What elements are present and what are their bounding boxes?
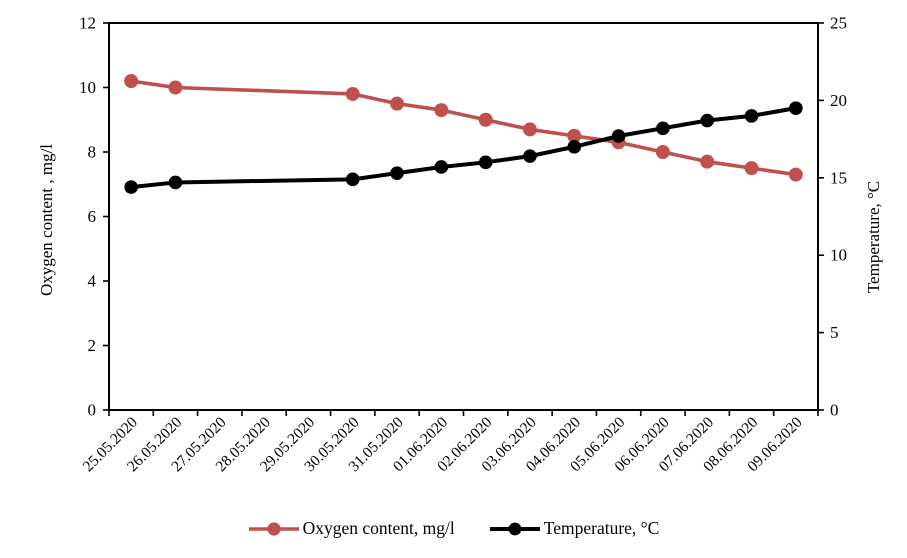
legend-item-temperature: Temperature, °C [489, 518, 660, 539]
data-point-marker-temperature [390, 166, 404, 180]
left-axis-tick-label: 10 [79, 78, 96, 97]
right-axis-tick-label: 5 [830, 323, 839, 342]
left-axis-tick-label: 4 [88, 272, 97, 291]
left-axis-tick-label: 6 [88, 207, 97, 226]
left-axis-tick-label: 2 [88, 336, 97, 355]
data-point-marker-temperature [700, 113, 715, 128]
data-point-marker-temperature [567, 140, 582, 154]
series-line-temperature [129, 106, 798, 190]
data-point-marker-oxygen [788, 167, 803, 182]
data-point-marker-temperature [523, 149, 537, 163]
left-axis-tick-label: 8 [88, 143, 97, 162]
data-point-marker-oxygen [345, 86, 360, 101]
legend-label-oxygen: Oxygen content, mg/l [302, 518, 455, 538]
right-axis-tick-label: 0 [830, 401, 839, 420]
data-point-marker-oxygen [700, 154, 715, 169]
data-point-marker-temperature [478, 155, 493, 170]
legend-label-temperature: Temperature, °C [543, 518, 660, 538]
oxygen-legend-swatch [248, 521, 299, 536]
data-point-marker-temperature [124, 180, 138, 194]
data-point-marker-oxygen [744, 161, 759, 176]
data-point-marker-temperature [611, 129, 626, 143]
data-point-marker-oxygen [390, 96, 405, 111]
data-point-marker-temperature [345, 172, 360, 187]
temperature-legend-marker-icon [508, 522, 522, 535]
data-point-marker-temperature [656, 121, 670, 136]
right-axis-tick-label: 10 [830, 246, 847, 265]
data-point-marker-oxygen [434, 103, 449, 118]
left-axis-title: Oxygen content , mg/l [37, 143, 56, 297]
data-point-marker-temperature [744, 109, 759, 123]
data-point-marker-oxygen [478, 112, 493, 127]
data-point-marker-oxygen [522, 122, 537, 137]
right-axis-tick-label: 15 [830, 168, 847, 187]
data-point-marker-temperature [168, 175, 183, 190]
left-axis-tick-label: 12 [79, 14, 96, 33]
data-point-marker-temperature [434, 160, 449, 174]
series-line-oxygen [129, 79, 798, 177]
legend-item-oxygen: Oxygen content, mg/l [248, 518, 455, 539]
data-point-marker-oxygen [655, 145, 670, 159]
right-axis-tick-label: 20 [830, 91, 847, 110]
data-point-marker-temperature [789, 101, 803, 115]
legend: Oxygen content, mg/l Temperature, °C [0, 518, 907, 539]
oxygen-legend-marker-icon [267, 521, 281, 536]
left-axis-tick-label: 0 [88, 401, 97, 420]
plot-border [108, 22, 819, 411]
temperature-legend-swatch [489, 522, 540, 535]
data-point-marker-oxygen [168, 80, 183, 95]
right-axis-title: Temperature, °C [864, 180, 883, 294]
right-axis-tick-label: 25 [830, 14, 847, 33]
data-point-marker-oxygen [567, 128, 582, 143]
data-point-marker-oxygen [124, 74, 139, 89]
